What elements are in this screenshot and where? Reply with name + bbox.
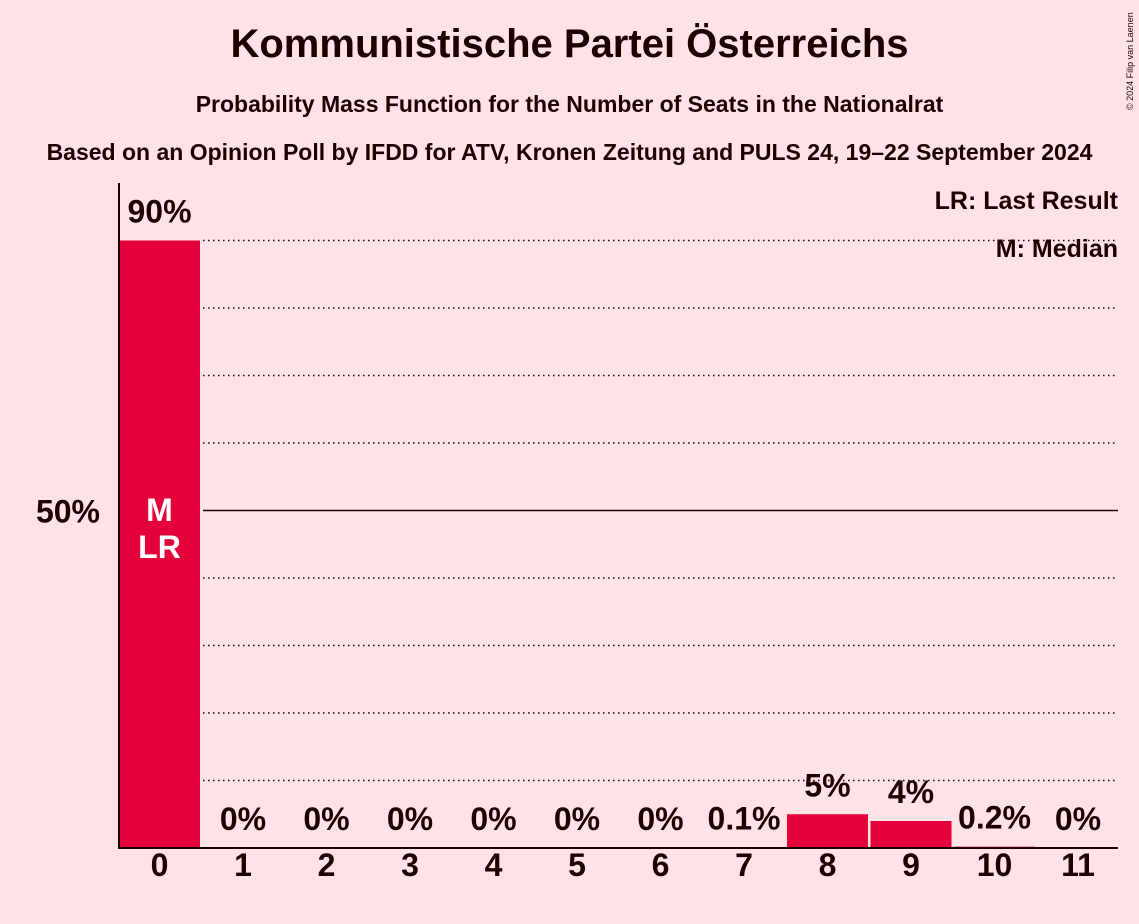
bar (787, 814, 868, 848)
chart-subtitle: Probability Mass Function for the Number… (195, 91, 944, 117)
data-label: 4% (888, 774, 934, 810)
legend-entry: LR: Last Result (935, 187, 1119, 215)
legend-entry: M: Median (996, 235, 1118, 263)
bar-annotation: LR (138, 529, 181, 565)
chart-title: Kommunistische Partei Österreichs (230, 22, 909, 66)
x-tick-label: 8 (819, 847, 837, 883)
data-label: 0% (554, 801, 600, 837)
bar (119, 240, 200, 848)
data-label: 0% (470, 801, 516, 837)
data-label: 0% (303, 801, 349, 837)
x-tick-label: 6 (652, 847, 670, 883)
y-tick-label: 50% (36, 494, 100, 530)
chart-source: Based on an Opinion Poll by IFDD for ATV… (46, 139, 1093, 165)
data-label: 90% (127, 194, 191, 230)
data-label: 0% (1055, 801, 1101, 837)
x-tick-label: 3 (401, 847, 419, 883)
x-tick-label: 9 (902, 847, 920, 883)
x-tick-label: 5 (568, 847, 586, 883)
x-tick-label: 10 (977, 847, 1013, 883)
bar-annotation: M (146, 492, 173, 528)
x-tick-label: 11 (1061, 847, 1095, 883)
data-label: 0% (637, 801, 683, 837)
x-tick-label: 4 (485, 847, 503, 883)
bar (870, 821, 952, 848)
data-label: 0.1% (708, 800, 781, 836)
x-tick-label: 1 (234, 847, 252, 883)
data-label: 0% (387, 801, 433, 837)
x-tick-label: 7 (735, 847, 753, 883)
data-label: 0.2% (958, 800, 1031, 836)
x-tick-label: 0 (151, 847, 169, 883)
data-label: 5% (804, 767, 850, 803)
x-tick-label: 2 (318, 847, 336, 883)
data-label: 0% (220, 801, 266, 837)
